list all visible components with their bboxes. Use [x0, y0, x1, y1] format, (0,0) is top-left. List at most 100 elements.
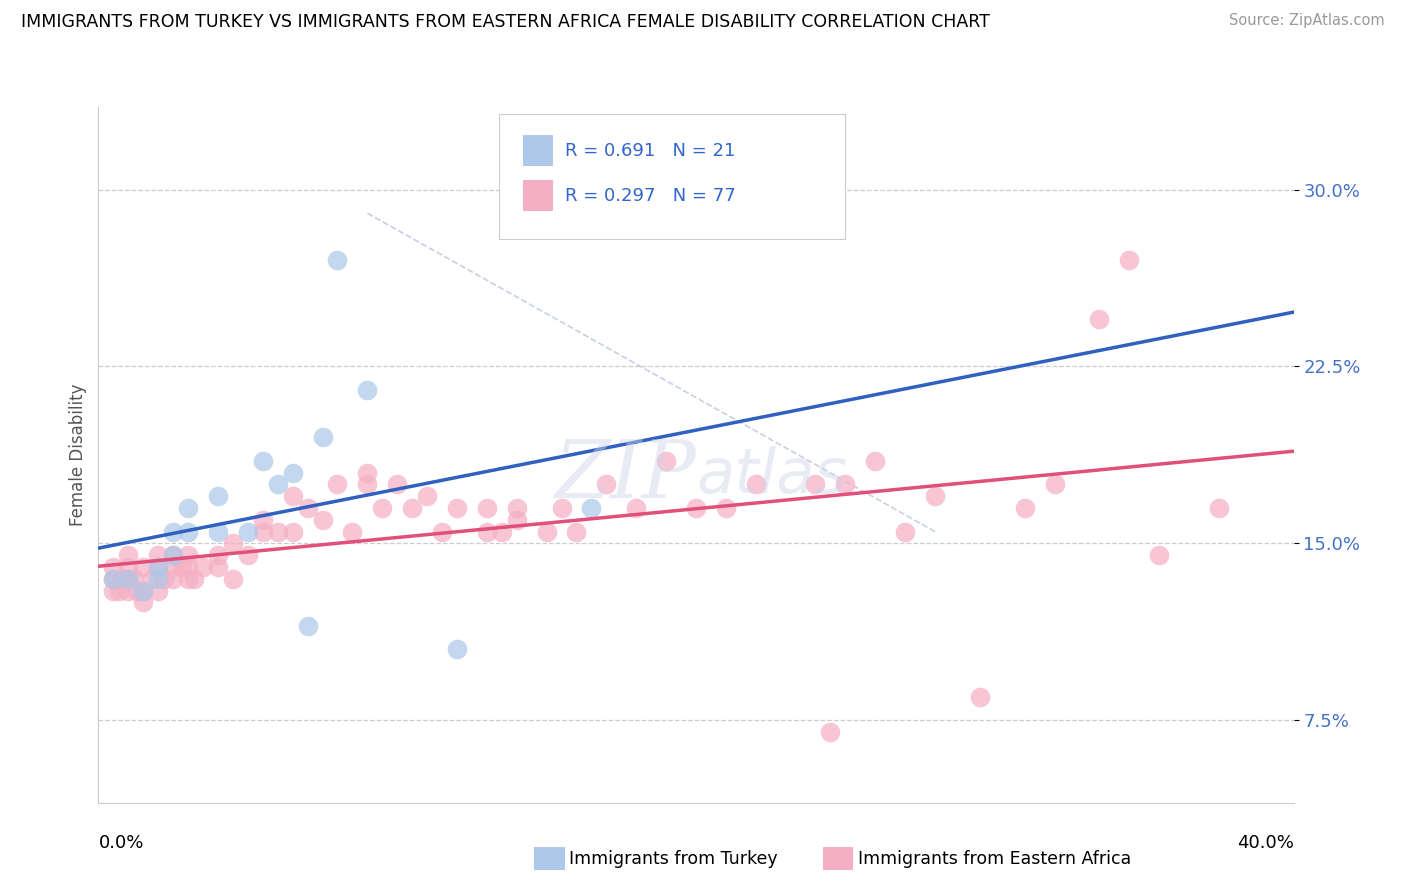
Point	[207, 489, 229, 503]
Point	[536, 524, 558, 539]
FancyBboxPatch shape	[499, 114, 845, 239]
Point	[1208, 500, 1230, 515]
Point	[117, 583, 139, 598]
Point	[969, 690, 991, 704]
Point	[446, 500, 468, 515]
Point	[177, 560, 200, 574]
Point	[117, 572, 139, 586]
Point	[267, 524, 290, 539]
Point	[252, 524, 274, 539]
Point	[148, 572, 170, 586]
Point	[103, 572, 125, 586]
Point	[894, 524, 917, 539]
Point	[1118, 253, 1140, 268]
Point	[103, 560, 125, 574]
Point	[172, 560, 194, 574]
Point	[183, 572, 205, 586]
Point	[356, 383, 378, 397]
Point	[1014, 500, 1036, 515]
Text: ZIP: ZIP	[554, 437, 696, 515]
Point	[162, 572, 184, 586]
Point	[281, 489, 304, 503]
Point	[162, 560, 184, 574]
Point	[117, 572, 139, 586]
Point	[124, 572, 146, 586]
Point	[148, 583, 170, 598]
Point	[430, 524, 453, 539]
Point	[565, 524, 588, 539]
Point	[108, 583, 131, 598]
Point	[804, 477, 827, 491]
Text: 0.0%: 0.0%	[98, 834, 143, 852]
Point	[865, 454, 887, 468]
Point	[745, 477, 768, 491]
Text: atlas: atlas	[696, 446, 846, 506]
Text: Source: ZipAtlas.com: Source: ZipAtlas.com	[1229, 13, 1385, 29]
Point	[297, 619, 319, 633]
Text: Immigrants from Eastern Africa: Immigrants from Eastern Africa	[858, 850, 1130, 868]
Point	[132, 595, 155, 609]
Point	[491, 524, 513, 539]
Point	[311, 430, 333, 444]
Point	[162, 524, 184, 539]
Point	[127, 583, 149, 598]
Point	[820, 725, 842, 739]
Point	[162, 548, 184, 562]
Point	[236, 524, 259, 539]
Point	[356, 477, 378, 491]
Point	[446, 642, 468, 657]
Point	[148, 560, 170, 574]
Text: Immigrants from Turkey: Immigrants from Turkey	[569, 850, 778, 868]
Point	[1088, 312, 1111, 326]
Point	[506, 500, 529, 515]
Point	[132, 583, 155, 598]
Point	[550, 500, 572, 515]
Point	[416, 489, 439, 503]
Point	[475, 524, 498, 539]
Point	[506, 513, 529, 527]
Point	[177, 548, 200, 562]
Point	[177, 524, 200, 539]
Point	[177, 572, 200, 586]
Point	[117, 548, 139, 562]
Text: R = 0.297   N = 77: R = 0.297 N = 77	[565, 187, 735, 205]
Point	[103, 583, 125, 598]
Point	[624, 500, 647, 515]
Bar	[523, 135, 553, 166]
Point	[655, 454, 678, 468]
Point	[236, 548, 259, 562]
Point	[1043, 477, 1066, 491]
Point	[595, 477, 617, 491]
Point	[162, 548, 184, 562]
Point	[153, 572, 176, 586]
Point	[132, 560, 155, 574]
Point	[385, 477, 409, 491]
Point	[581, 500, 603, 515]
Point	[326, 253, 349, 268]
Point	[177, 500, 200, 515]
Text: IMMIGRANTS FROM TURKEY VS IMMIGRANTS FROM EASTERN AFRICA FEMALE DISABILITY CORRE: IMMIGRANTS FROM TURKEY VS IMMIGRANTS FRO…	[21, 13, 990, 31]
Point	[834, 477, 856, 491]
Text: R = 0.691   N = 21: R = 0.691 N = 21	[565, 142, 735, 160]
Point	[222, 536, 245, 550]
Point	[326, 477, 349, 491]
Point	[148, 548, 170, 562]
Point	[475, 500, 498, 515]
Point	[222, 572, 245, 586]
Point	[148, 560, 170, 574]
Point	[311, 513, 333, 527]
Point	[267, 477, 290, 491]
Point	[132, 583, 155, 598]
Point	[252, 454, 274, 468]
Point	[103, 572, 125, 586]
Point	[714, 500, 737, 515]
Point	[924, 489, 946, 503]
Point	[141, 572, 163, 586]
Point	[117, 560, 139, 574]
Point	[281, 524, 304, 539]
Point	[207, 524, 229, 539]
Point	[1147, 548, 1170, 562]
Point	[401, 500, 423, 515]
Point	[281, 466, 304, 480]
Point	[111, 572, 134, 586]
